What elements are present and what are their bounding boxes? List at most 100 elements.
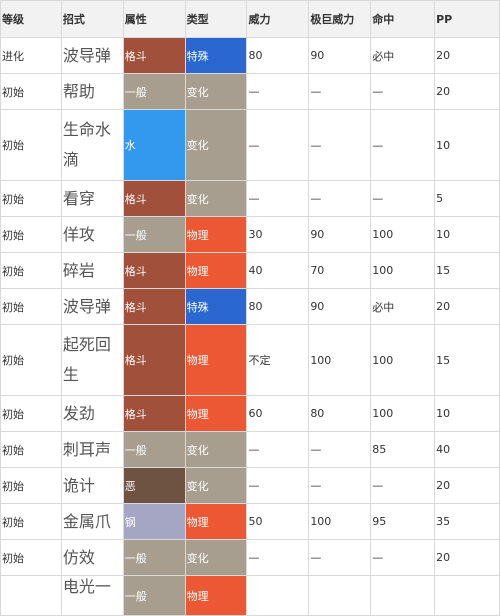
category-cell: 变化 <box>184 180 248 217</box>
type-cell: 格斗 <box>122 37 186 74</box>
move-name: 发劲 <box>60 395 124 432</box>
category-cell: 变化 <box>184 467 248 504</box>
type-cell: 一般 <box>122 539 186 576</box>
type-cell: 一般 <box>122 216 186 253</box>
max-power-cell: 100 <box>308 503 372 540</box>
category-cell: 特殊 <box>184 37 248 74</box>
max-power-cell: 70 <box>308 252 372 289</box>
level-cell: 初始 <box>0 324 62 396</box>
accuracy-cell: — <box>370 109 436 181</box>
power-cell: 不定 <box>246 324 310 396</box>
power-cell <box>246 575 310 616</box>
table-row: 进化 波导弹 格斗 特殊 80 90 必中 20 <box>0 37 500 74</box>
move-name: 金属爪 <box>60 503 124 540</box>
move-rows: 进化 波导弹 格斗 特殊 80 90 必中 20 初始 帮助 一般 变化 — — —20 初始 生命水滴水变化 —… <box>0 37 500 616</box>
pp-cell: 10 <box>434 216 500 253</box>
accuracy-cell: — <box>370 539 436 576</box>
table-row: 初始 生命水滴水变化 — — —10 <box>0 109 500 181</box>
accuracy-cell: 100 <box>370 216 436 253</box>
pp-cell: 20 <box>434 37 500 74</box>
accuracy-cell: — <box>370 467 436 504</box>
category-cell: 物理 <box>184 503 248 540</box>
pp-cell: 10 <box>434 395 500 432</box>
accuracy-cell: 85 <box>370 431 436 468</box>
type-cell: 格斗 <box>122 288 186 325</box>
power-cell: 60 <box>246 395 310 432</box>
max-power-cell: — <box>308 180 372 217</box>
category-cell: 物理 <box>184 252 248 289</box>
max-power-cell: — <box>308 539 372 576</box>
power-cell: — <box>246 431 310 468</box>
header-accuracy: 命中 <box>370 0 436 38</box>
table-row: 初始 诡计恶变化 — — —20 <box>0 467 500 504</box>
table-row: 初始 金属爪钢物理 50 100 95 35 <box>0 503 500 540</box>
category-cell: 变化 <box>184 431 248 468</box>
move-name: 起死回生 <box>60 324 124 396</box>
header-type: 属性 <box>122 0 186 38</box>
power-cell: 50 <box>246 503 310 540</box>
level-cell: 初始 <box>0 539 62 576</box>
accuracy-cell: 必中 <box>370 37 436 74</box>
pp-cell: 10 <box>434 109 500 181</box>
type-cell: 水 <box>122 109 186 181</box>
max-power-cell: 90 <box>308 288 372 325</box>
header-level: 等级 <box>0 0 62 38</box>
type-cell: 格斗 <box>122 252 186 289</box>
category-cell: 特殊 <box>184 288 248 325</box>
category-cell: 物理 <box>184 575 248 616</box>
level-cell: 初始 <box>0 503 62 540</box>
table-row: 初始 佯攻 一般 物理 30 90 100 10 <box>0 216 500 253</box>
level-cell: 初始 <box>0 73 62 110</box>
level-cell: 初始 <box>0 252 62 289</box>
accuracy-cell: 100 <box>370 395 436 432</box>
move-name: 刺耳声 <box>60 431 124 468</box>
power-cell: — <box>246 180 310 217</box>
level-cell: 进化 <box>0 37 62 74</box>
pp-cell: 20 <box>434 73 500 110</box>
header-pp: PP <box>434 0 500 38</box>
move-name: 碎岩 <box>60 252 124 289</box>
move-name: 波导弹 <box>60 288 124 325</box>
move-name: 电光一 <box>60 575 124 616</box>
max-power-cell: — <box>308 73 372 110</box>
table-row: 电光一 一般 物理 <box>0 575 500 616</box>
accuracy-cell: 100 <box>370 324 436 396</box>
type-cell: 恶 <box>122 467 186 504</box>
table-row: 初始 波导弹 格斗 特殊 80 90 必中 20 <box>0 288 500 325</box>
power-cell: 80 <box>246 37 310 74</box>
category-cell: 变化 <box>184 73 248 110</box>
level-cell <box>0 575 62 616</box>
accuracy-cell: 必中 <box>370 288 436 325</box>
header-max-power: 极巨威力 <box>308 0 372 38</box>
move-name: 看穿 <box>60 180 124 217</box>
type-cell: 一般 <box>122 431 186 468</box>
max-power-cell: 80 <box>308 395 372 432</box>
level-cell: 初始 <box>0 216 62 253</box>
table-row: 初始 仿效 一般 变化 — — —20 <box>0 539 500 576</box>
accuracy-cell <box>370 575 436 616</box>
max-power-cell: 90 <box>308 216 372 253</box>
header-row: 等级 招式 属性 类型 威力 极巨威力 命中 PP <box>0 0 500 38</box>
move-name: 诡计 <box>60 467 124 504</box>
max-power-cell: 100 <box>308 324 372 396</box>
level-cell: 初始 <box>0 180 62 217</box>
max-power-cell: — <box>308 109 372 181</box>
type-cell: 一般 <box>122 575 186 616</box>
power-cell: — <box>246 109 310 181</box>
pp-cell: 20 <box>434 288 500 325</box>
table-row: 初始 看穿 格斗 变化 — — —5 <box>0 180 500 217</box>
level-cell: 初始 <box>0 288 62 325</box>
power-cell: — <box>246 467 310 504</box>
category-cell: 物理 <box>184 216 248 253</box>
header-power: 威力 <box>246 0 310 38</box>
pp-cell: 35 <box>434 503 500 540</box>
table-row: 初始 发劲 格斗 物理 60 80 100 10 <box>0 395 500 432</box>
table-row: 初始 碎岩 格斗 物理 40 70 100 15 <box>0 252 500 289</box>
category-cell: 物理 <box>184 324 248 396</box>
category-cell: 变化 <box>184 109 248 181</box>
power-cell: 30 <box>246 216 310 253</box>
move-name: 生命水滴 <box>60 109 124 181</box>
max-power-cell: — <box>308 467 372 504</box>
power-cell: — <box>246 539 310 576</box>
